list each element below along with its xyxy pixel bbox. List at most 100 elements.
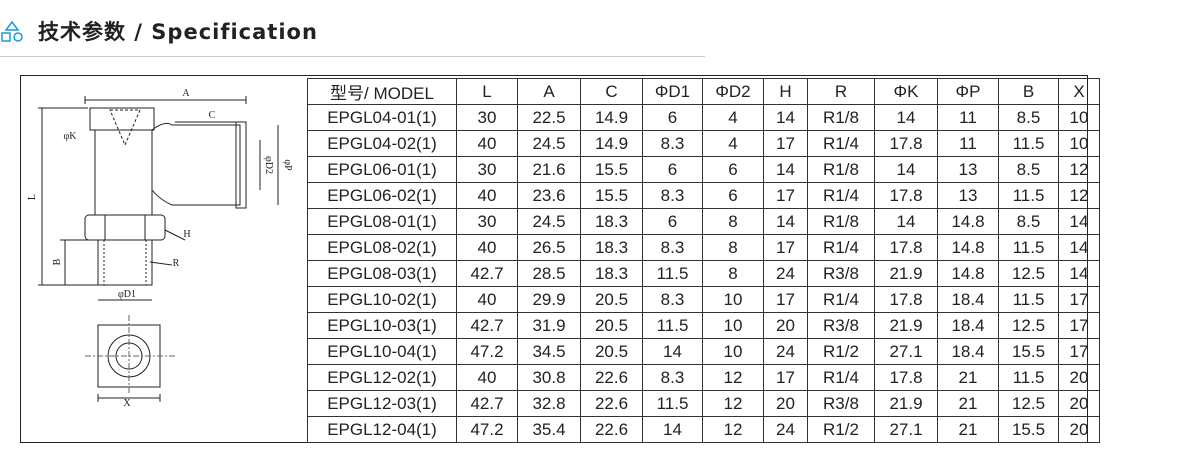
cell: 11.5 [998,130,1059,157]
data-row: EPGL10-02(1) 40 29.9 20.5 8.3 10 17 R1/4 17.8 18.… [307,286,1100,313]
cell: 15.5 [998,338,1059,365]
cell: 28.5 [517,260,581,287]
cell: 11 [937,130,999,157]
data-row: EPGL04-02(1) 40 24.5 14.9 8.3 4 17 R1/4 17.8 11 11… [307,130,1100,157]
data-row: EPGL10-03(1) 42.7 31.9 20.5 11.5 10 20 R3/8 21.9… [307,312,1100,339]
data-row: EPGL08-03(1) 42.7 28.5 18.3 11.5 8 24 R3/8 21.9 1… [307,260,1100,287]
cell: 22.6 [580,416,643,443]
cell: 20 [1058,390,1100,417]
cell: EPGL08-02(1) [307,234,457,261]
cell: EPGL10-02(1) [307,286,457,313]
cell: 17 [1058,338,1100,365]
cell: 17 [1058,286,1100,313]
cell: 22.5 [517,104,581,131]
cell: R1/8 [807,208,875,235]
cell: 21 [937,364,999,391]
cell: 14 [763,156,808,183]
cell: 15.5 [998,416,1059,443]
cell: EPGL10-04(1) [307,338,457,365]
cell: A [517,78,581,105]
data-row: EPGL04-01(1) 30 22.5 14.9 6 4 14 R1/8 14 11 8.5 10 [307,104,1100,131]
cell: 17 [763,234,808,261]
cell: 14 [642,338,703,365]
cell: 24.5 [517,130,581,157]
cell: 22.6 [580,364,643,391]
cell: 8.3 [642,286,703,313]
dimension-label: φK [64,131,78,142]
dimension-label: X [123,398,131,409]
cell: 20 [1058,416,1100,443]
data-row: EPGL12-04(1) 47.2 35.4 22.6 14 12 24 R1/2 27.1 21… [307,416,1100,443]
cell: 30 [456,104,518,131]
cell: 8.3 [642,364,703,391]
dimension-label: φP [282,159,293,171]
cell: R1/4 [807,234,875,261]
cell: 20.5 [580,286,643,313]
title: 技术参数 / Specification [38,20,318,44]
cell: 18.3 [580,208,643,235]
cell: 10 [1058,130,1100,157]
cell: R1/4 [807,364,875,391]
cell: X [1058,78,1100,105]
data-row: EPGL10-04(1) 47.2 34.5 20.5 14 10 24 R1/2 27.1 18… [307,338,1100,365]
cell: 17 [763,182,808,209]
cell: 4 [702,130,764,157]
cell: 40 [456,182,518,209]
cell: L [456,78,518,105]
cell: EPGL12-04(1) [307,416,457,443]
cell: 11.5 [642,390,703,417]
dimension-label: A [182,88,190,99]
cell: R3/8 [807,312,875,339]
cell: 8.5 [998,208,1059,235]
cell: EPGL12-02(1) [307,364,457,391]
cell: R [807,78,875,105]
cell: 型号/ MODEL [307,78,457,105]
cell: 12.5 [998,312,1059,339]
cell: R1/4 [807,182,875,209]
cell: 24.5 [517,208,581,235]
cell: 6 [642,104,703,131]
cell: 42.7 [456,312,518,339]
cell: 14.9 [580,130,643,157]
title-icon [1,20,23,42]
cell: 26.5 [517,234,581,261]
cell: 21.9 [874,312,938,339]
data-row: EPGL06-01(1) 30 21.6 15.5 6 6 14 R1/8 14 13 8.5 12 [307,156,1100,183]
cell: R1/2 [807,416,875,443]
cell: 40 [456,364,518,391]
cell: 21 [937,390,999,417]
cell: 40 [456,286,518,313]
cell: 12 [1058,182,1100,209]
cell: R1/8 [807,104,875,131]
cell: 12.5 [998,260,1059,287]
data-row: EPGL06-02(1) 40 23.6 15.5 8.3 6 17 R1/4 17.8 13 11… [307,182,1100,209]
cell: 21.9 [874,260,938,287]
cell: 29.9 [517,286,581,313]
cell: 18.4 [937,286,999,313]
cell: 22.6 [580,390,643,417]
cell: R3/8 [807,260,875,287]
cell: ΦK [874,78,938,105]
cell: 30 [456,156,518,183]
data-row: EPGL12-02(1) 40 30.8 22.6 8.3 12 17 R1/4 17.8 21 1… [307,364,1100,391]
cell: 40 [456,234,518,261]
cell: 17 [763,364,808,391]
cell: 12.5 [998,390,1059,417]
cell: 17.8 [874,234,938,261]
cell: 11.5 [998,364,1059,391]
cell: 14.8 [937,234,999,261]
cell: 11 [937,104,999,131]
dimension-label: C [209,110,216,121]
cell: 15.5 [580,182,643,209]
cell: 8.3 [642,234,703,261]
data-row: EPGL12-03(1) 42.7 32.8 22.6 11.5 12 20 R3/8 21.9… [307,390,1100,417]
cell: R1/4 [807,286,875,313]
cell: 23.6 [517,182,581,209]
cell: 14 [763,208,808,235]
cell: 17.8 [874,286,938,313]
cell: 15.5 [580,156,643,183]
cell: 12 [702,390,764,417]
cell: R1/8 [807,156,875,183]
cell: EPGL08-01(1) [307,208,457,235]
